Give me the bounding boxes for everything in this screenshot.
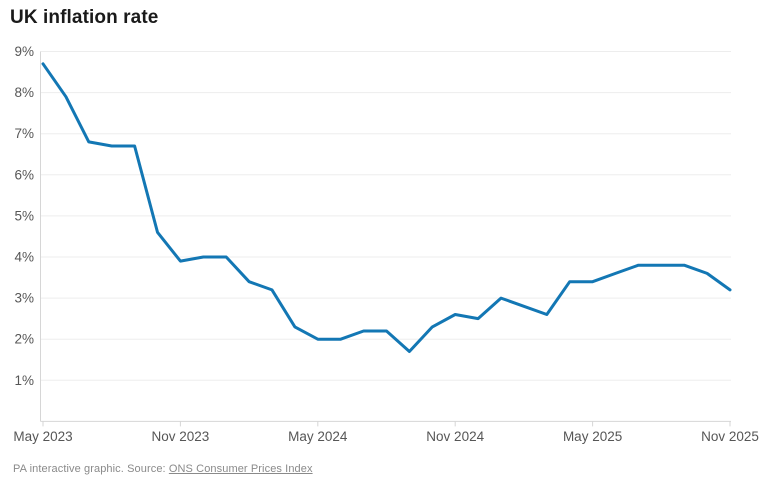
y-axis-label: 7% — [14, 126, 34, 141]
x-axis-label: Nov 2024 — [426, 429, 484, 444]
y-axis-label: 1% — [14, 373, 34, 388]
grid-lines — [40, 51, 731, 381]
y-axis-labels: 9% 8% 7% 6% 5% 4% 3% 2% 1% — [14, 44, 34, 388]
y-axis-label: 8% — [14, 85, 34, 100]
x-axis-label: May 2024 — [288, 429, 348, 444]
inflation-line-chart[interactable]: 9%8%7%6%5%4%3%2%1%May 2023 Nov 2023 May 20… — [0, 0, 768, 456]
x-axis-label: May 2025 — [563, 429, 622, 444]
source-link[interactable]: ONS Consumer Prices Index — [168, 463, 313, 475]
y-axis-label: 2% — [14, 332, 34, 347]
chart-title: UK inflation rate — [10, 7, 159, 28]
inflation-rate-line[interactable] — [41, 62, 732, 353]
source-note: PA interactive graphic. Source: ONS Cons… — [13, 463, 313, 475]
x-axis-label: Nov 2023 — [152, 429, 210, 444]
axes — [40, 51, 731, 422]
y-axis-label: 6% — [14, 167, 34, 182]
x-axis-label: Nov 2025 — [701, 429, 759, 444]
x-axis-label: May 2023 — [13, 429, 72, 444]
y-axis-label: 5% — [14, 208, 34, 223]
y-axis-label: 3% — [14, 291, 34, 306]
y-axis-label: 9% — [14, 44, 34, 59]
source-note-text: PA interactive graphic. Source: — [13, 463, 169, 475]
x-axis-labels: May 2023 Nov 2023 May 2024 Nov 2024 May 2025… — [13, 421, 759, 444]
y-axis-label: 4% — [14, 250, 34, 265]
